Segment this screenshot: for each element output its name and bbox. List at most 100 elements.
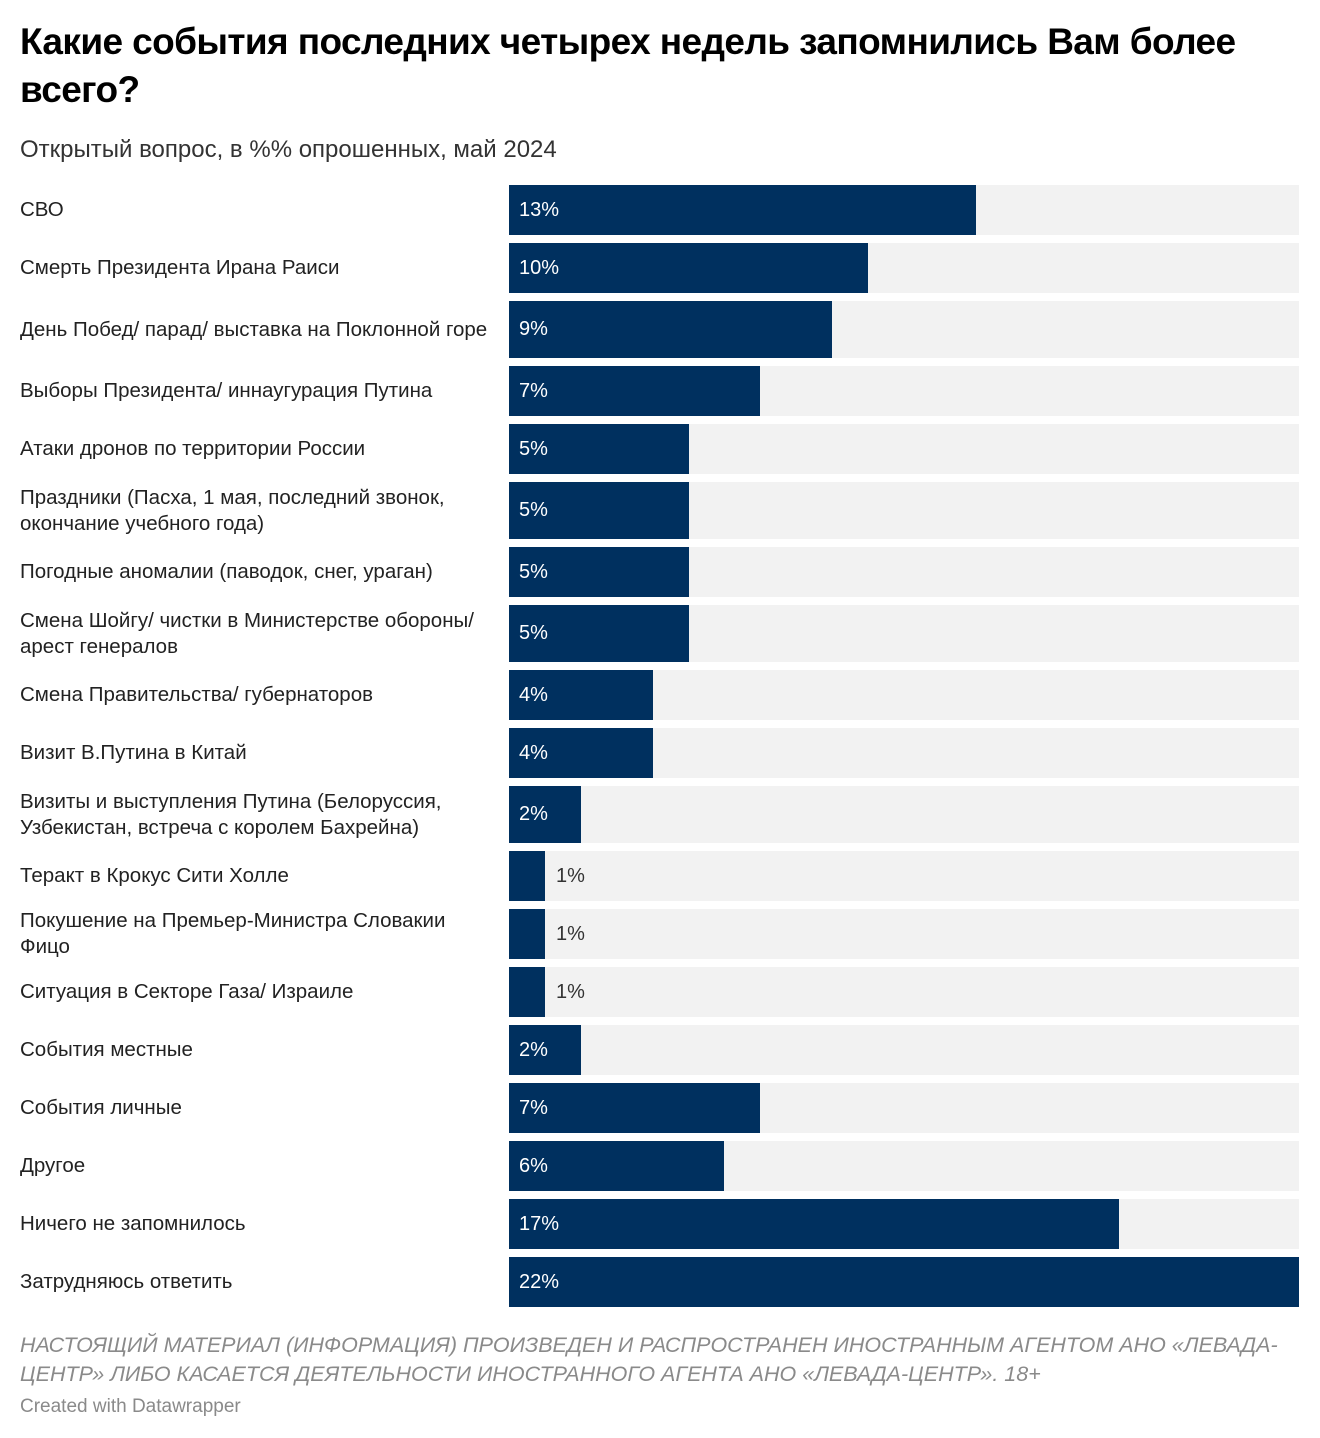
bar-track: 17% xyxy=(509,1199,1299,1249)
value-label: 4% xyxy=(519,741,548,764)
bar-track: 7% xyxy=(509,1083,1299,1133)
bar xyxy=(509,547,689,597)
bar-track: 5% xyxy=(509,424,1299,474)
bar xyxy=(509,301,832,358)
bar-row: День Побед/ парад/ выставка на Поклонной… xyxy=(0,301,1320,366)
bar-track: 13% xyxy=(509,185,1299,235)
value-label: 9% xyxy=(519,318,548,340)
category-label: Смена Правительства/ губернаторов xyxy=(20,683,374,706)
bar-row: Погодные аномалии (паводок, снег, ураган… xyxy=(0,547,1320,605)
bar-row: Праздники (Пасха, 1 мая, последний звоно… xyxy=(0,482,1320,547)
bar-row: События личные 7% xyxy=(0,1083,1320,1141)
value-label: 5% xyxy=(519,499,548,521)
chart-title: Какие события последних четырех недель з… xyxy=(20,21,1236,110)
bar xyxy=(509,1257,1299,1307)
bar xyxy=(509,1141,724,1191)
bar-track: 4% xyxy=(509,670,1299,720)
bar-row: Смена Правительства/ губернаторов 4% xyxy=(0,670,1320,728)
bar xyxy=(509,1083,760,1133)
bar-track: 2% xyxy=(509,1025,1299,1075)
bar-row: Смена Шойгу/ чистки в Министерстве оборо… xyxy=(0,605,1320,670)
value-label: 4% xyxy=(519,683,548,706)
bar-track: 2% xyxy=(509,786,1299,843)
bar-track: 5% xyxy=(509,482,1299,539)
value-label: 17% xyxy=(519,1212,560,1235)
category-label: Визиты и выступления Путина (Белоруссия,… xyxy=(20,789,442,839)
category-label: Покушение на Премьер-Министра Словакии Ф… xyxy=(20,909,446,958)
value-label: 5% xyxy=(519,437,548,460)
foreign-agent-notice: НАСТОЯЩИЙ МАТЕРИАЛ (ИНФОРМАЦИЯ) ПРОИЗВЕД… xyxy=(20,1333,1278,1386)
category-label: Выборы Президента/ иннаугурация Путина xyxy=(20,379,433,402)
value-label: 2% xyxy=(519,803,548,825)
category-label: Праздники (Пасха, 1 мая, последний звоно… xyxy=(20,485,445,535)
bar-row: Смерть Президента Ирана Раиси 10% xyxy=(0,243,1320,301)
datawrapper-credit: Created with Datawrapper xyxy=(20,1396,241,1417)
bar xyxy=(509,482,689,539)
bar xyxy=(509,786,581,843)
value-label: 1% xyxy=(556,864,585,887)
bar xyxy=(509,605,689,662)
bar-track: 9% xyxy=(509,301,1299,358)
bar-track: 5% xyxy=(509,605,1299,662)
bar xyxy=(509,424,689,474)
bar-row: Атаки дронов по территории России 5% xyxy=(0,424,1320,482)
bar-row: СВО 13% xyxy=(0,185,1320,243)
category-label: Ситуация в Секторе Газа/ Израиле xyxy=(20,980,354,1003)
bar xyxy=(509,185,976,235)
bar xyxy=(509,967,545,1017)
bar-row: События местные 2% xyxy=(0,1025,1320,1083)
bar xyxy=(509,1025,581,1075)
category-label: События личные xyxy=(20,1096,182,1119)
chart-subtitle: Открытый вопрос, в %% опрошенных, май 20… xyxy=(20,136,557,163)
bar-row: Ситуация в Секторе Газа/ Израиле 1% xyxy=(0,967,1320,1025)
bar-row: Затрудняюсь ответить 22% xyxy=(0,1257,1320,1315)
value-label: 22% xyxy=(519,1270,560,1293)
value-label: 10% xyxy=(519,256,560,279)
bar xyxy=(509,243,868,293)
category-label: Теракт в Крокус Сити Холле xyxy=(20,864,289,887)
category-label: Погодные аномалии (паводок, снег, ураган… xyxy=(20,560,433,583)
bar-row: Выборы Президента/ иннаугурация Путина 7% xyxy=(0,366,1320,424)
category-label: Атаки дронов по территории России xyxy=(20,437,366,460)
bar-track: 10% xyxy=(509,243,1299,293)
category-label: Другое xyxy=(20,1154,86,1177)
bar xyxy=(509,909,545,959)
bar-track: 1% xyxy=(509,967,1299,1017)
bar xyxy=(509,1199,1119,1249)
category-label: Визит В.Путина в Китай xyxy=(20,741,247,764)
value-label: 1% xyxy=(556,922,585,945)
bar-row: Визит В.Путина в Китай 4% xyxy=(0,728,1320,786)
category-label: День Побед/ парад/ выставка на Поклонной… xyxy=(20,317,488,341)
category-label: Смерть Президента Ирана Раиси xyxy=(20,256,340,279)
bar xyxy=(509,728,653,778)
value-label: 6% xyxy=(519,1154,548,1177)
bar-row: Теракт в Крокус Сити Холле 1% xyxy=(0,851,1320,909)
bar xyxy=(509,366,760,416)
category-label: Смена Шойгу/ чистки в Министерстве оборо… xyxy=(20,608,474,658)
category-label: Ничего не запомнилось xyxy=(20,1212,246,1235)
bar-track: 1% xyxy=(509,851,1299,901)
value-label: 5% xyxy=(519,622,548,644)
bar xyxy=(509,670,653,720)
bar-track: 5% xyxy=(509,547,1299,597)
value-label: 2% xyxy=(519,1038,548,1061)
bar-track: 7% xyxy=(509,366,1299,416)
bar-track: 1% xyxy=(509,909,1299,959)
bar-row: Визиты и выступления Путина (Белоруссия,… xyxy=(0,786,1320,851)
value-label: 5% xyxy=(519,560,548,583)
value-label: 7% xyxy=(519,1096,548,1119)
bar-track: 4% xyxy=(509,728,1299,778)
bar-track: 22% xyxy=(509,1257,1299,1307)
bar-row: Другое 6% xyxy=(0,1141,1320,1199)
bar-row: Покушение на Премьер-Министра Словакии Ф… xyxy=(0,909,1320,967)
value-label: 1% xyxy=(556,980,585,1003)
category-label: Затрудняюсь ответить xyxy=(20,1270,233,1293)
category-label: События местные xyxy=(20,1038,193,1061)
bar-track: 6% xyxy=(509,1141,1299,1191)
bar-chart: СВО 13% Смерть Президента Ирана Раиси 10% Де… xyxy=(0,185,1320,1307)
bar xyxy=(509,851,545,901)
value-label: 13% xyxy=(519,198,560,221)
bar-row: Ничего не запомнилось 17% xyxy=(0,1199,1320,1257)
value-label: 7% xyxy=(519,379,548,402)
category-label: СВО xyxy=(20,198,64,221)
